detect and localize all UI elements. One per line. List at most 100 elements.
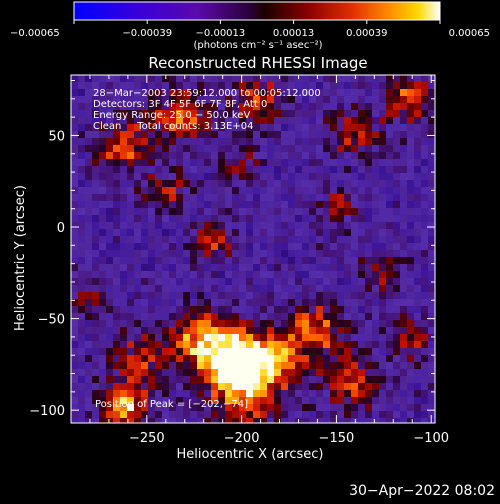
heatmap-cell bbox=[211, 187, 219, 195]
x-axis-label: Heliocentric X (arcsec) bbox=[177, 447, 324, 462]
heatmap-cell bbox=[211, 285, 219, 293]
heatmap-cell bbox=[99, 89, 107, 97]
heatmap-cell bbox=[232, 411, 240, 419]
heatmap-cell bbox=[274, 271, 282, 279]
heatmap-cell bbox=[288, 404, 296, 412]
heatmap-cell bbox=[141, 159, 149, 167]
heatmap-cell bbox=[204, 173, 212, 181]
heatmap-cell bbox=[421, 110, 429, 118]
heatmap-cell bbox=[176, 383, 184, 391]
heatmap-cell bbox=[211, 306, 219, 314]
heatmap-cell bbox=[421, 159, 429, 167]
heatmap-cell bbox=[197, 96, 205, 104]
heatmap-cell bbox=[281, 152, 289, 160]
heatmap-cell bbox=[428, 222, 435, 230]
heatmap-cell bbox=[281, 75, 289, 83]
heatmap-cell bbox=[120, 124, 128, 132]
heatmap-cell bbox=[218, 166, 226, 174]
heatmap-cell bbox=[407, 187, 415, 195]
heatmap-cell bbox=[127, 75, 135, 83]
heatmap-cell bbox=[239, 362, 247, 370]
heatmap-cell bbox=[120, 96, 128, 104]
heatmap-cell bbox=[239, 243, 247, 251]
heatmap-cell bbox=[358, 110, 366, 118]
heatmap-cell bbox=[400, 222, 408, 230]
heatmap-cell bbox=[162, 411, 170, 419]
heatmap-cell bbox=[106, 152, 114, 160]
heatmap-cell bbox=[183, 166, 191, 174]
heatmap-cell bbox=[127, 138, 135, 146]
heatmap-cell bbox=[379, 82, 387, 90]
heatmap-cell bbox=[267, 166, 275, 174]
heatmap-cell bbox=[372, 180, 380, 188]
heatmap-cell bbox=[309, 173, 317, 181]
heatmap-cell bbox=[372, 250, 380, 258]
heatmap-cell bbox=[379, 278, 387, 286]
heatmap-cell bbox=[183, 89, 191, 97]
heatmap-cell bbox=[211, 313, 219, 321]
heatmap-cell bbox=[323, 117, 331, 125]
heatmap-cell bbox=[141, 194, 149, 202]
heatmap-cell bbox=[85, 194, 93, 202]
heatmap-cell bbox=[239, 285, 247, 293]
heatmap-cell bbox=[414, 138, 422, 146]
heatmap-cell bbox=[386, 313, 394, 321]
heatmap-cell bbox=[379, 138, 387, 146]
heatmap-cell bbox=[176, 278, 184, 286]
heatmap-cell bbox=[421, 194, 429, 202]
heatmap-cell bbox=[239, 201, 247, 209]
heatmap-cell bbox=[239, 376, 247, 384]
heatmap-cell bbox=[323, 250, 331, 258]
heatmap-cell bbox=[92, 75, 100, 83]
heatmap-cell bbox=[421, 152, 429, 160]
heatmap-cell bbox=[183, 250, 191, 258]
heatmap-cell bbox=[176, 138, 184, 146]
heatmap-cell bbox=[211, 75, 219, 83]
heatmap-cell bbox=[372, 292, 380, 300]
heatmap-cell bbox=[197, 166, 205, 174]
heatmap-cell bbox=[169, 404, 177, 412]
heatmap-cell bbox=[183, 208, 191, 216]
heatmap-cell bbox=[85, 355, 93, 363]
heatmap-cell bbox=[337, 257, 345, 265]
heatmap-cell bbox=[421, 103, 429, 111]
heatmap-cell bbox=[218, 159, 226, 167]
heatmap-cell bbox=[372, 418, 380, 423]
heatmap-cell bbox=[309, 208, 317, 216]
heatmap-cell bbox=[379, 341, 387, 349]
heatmap-cell bbox=[351, 229, 359, 237]
heatmap-cell bbox=[106, 362, 114, 370]
heatmap-cell bbox=[365, 96, 373, 104]
heatmap-cell bbox=[414, 390, 422, 398]
heatmap-cell bbox=[386, 75, 394, 83]
heatmap-cell bbox=[204, 390, 212, 398]
heatmap-cell bbox=[372, 103, 380, 111]
heatmap-cell bbox=[253, 124, 261, 132]
heatmap-cell bbox=[421, 117, 429, 125]
heatmap-cell bbox=[78, 257, 86, 265]
heatmap-cell bbox=[92, 250, 100, 258]
heatmap-cell bbox=[127, 110, 135, 118]
heatmap-cell bbox=[302, 390, 310, 398]
heatmap-cell bbox=[106, 229, 114, 237]
heatmap-cell bbox=[309, 222, 317, 230]
heatmap-cell bbox=[127, 327, 135, 335]
heatmap-cell bbox=[323, 110, 331, 118]
heatmap-cell bbox=[204, 110, 212, 118]
heatmap-cell bbox=[428, 313, 435, 321]
heatmap-cell bbox=[267, 243, 275, 251]
heatmap-cell bbox=[162, 397, 170, 405]
heatmap-cell bbox=[162, 138, 170, 146]
heatmap-cell bbox=[337, 285, 345, 293]
heatmap-cell bbox=[421, 145, 429, 153]
heatmap-cell bbox=[358, 215, 366, 223]
heatmap-cell bbox=[337, 173, 345, 181]
heatmap-cell bbox=[71, 299, 79, 307]
heatmap-cell bbox=[120, 131, 128, 139]
heatmap-cell bbox=[323, 278, 331, 286]
heatmap-cell bbox=[197, 208, 205, 216]
heatmap-cell bbox=[386, 222, 394, 230]
heatmap-cell bbox=[71, 145, 79, 153]
heatmap-cell bbox=[190, 418, 198, 423]
heatmap-cell bbox=[99, 138, 107, 146]
